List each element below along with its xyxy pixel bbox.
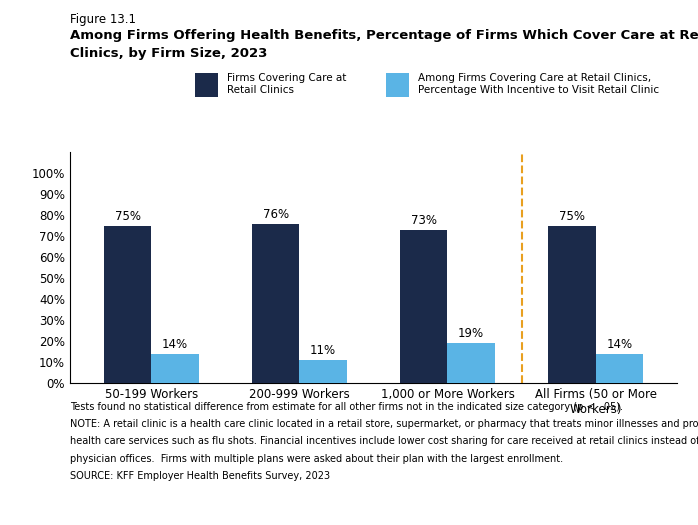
Bar xyxy=(195,74,218,97)
Bar xyxy=(386,74,409,97)
Bar xyxy=(400,230,447,383)
Text: 76%: 76% xyxy=(262,207,289,220)
Text: 19%: 19% xyxy=(458,327,484,340)
Text: Tests found no statistical difference from estimate for all other firms not in t: Tests found no statistical difference fr… xyxy=(70,402,623,412)
Text: SOURCE: KFF Employer Health Benefits Survey, 2023: SOURCE: KFF Employer Health Benefits Sur… xyxy=(70,471,330,481)
Text: Firms Covering Care at
Retail Clinics: Firms Covering Care at Retail Clinics xyxy=(228,74,347,95)
Bar xyxy=(548,226,595,383)
Text: NOTE: A retail clinic is a health care clinic located in a retail store, superma: NOTE: A retail clinic is a health care c… xyxy=(70,419,698,429)
Text: Among Firms Covering Care at Retail Clinics,
Percentage With Incentive to Visit : Among Firms Covering Care at Retail Clin… xyxy=(417,74,659,95)
Bar xyxy=(151,354,199,383)
Text: 14%: 14% xyxy=(607,338,632,351)
Text: 75%: 75% xyxy=(559,209,585,223)
Text: 14%: 14% xyxy=(162,338,188,351)
Bar xyxy=(252,224,299,383)
Text: 75%: 75% xyxy=(114,209,140,223)
Text: health care services such as flu shots. Financial incentives include lower cost : health care services such as flu shots. … xyxy=(70,436,698,446)
Bar xyxy=(104,226,151,383)
Bar xyxy=(447,343,495,383)
Text: 73%: 73% xyxy=(411,214,437,227)
Bar xyxy=(299,360,347,383)
Text: physician offices.  Firms with multiple plans were asked about their plan with t: physician offices. Firms with multiple p… xyxy=(70,454,563,464)
Text: Among Firms Offering Health Benefits, Percentage of Firms Which Cover Care at Re: Among Firms Offering Health Benefits, Pe… xyxy=(70,29,698,42)
Text: 11%: 11% xyxy=(310,344,336,357)
Bar xyxy=(595,354,643,383)
Text: Clinics, by Firm Size, 2023: Clinics, by Firm Size, 2023 xyxy=(70,47,267,60)
Text: Figure 13.1: Figure 13.1 xyxy=(70,13,136,26)
